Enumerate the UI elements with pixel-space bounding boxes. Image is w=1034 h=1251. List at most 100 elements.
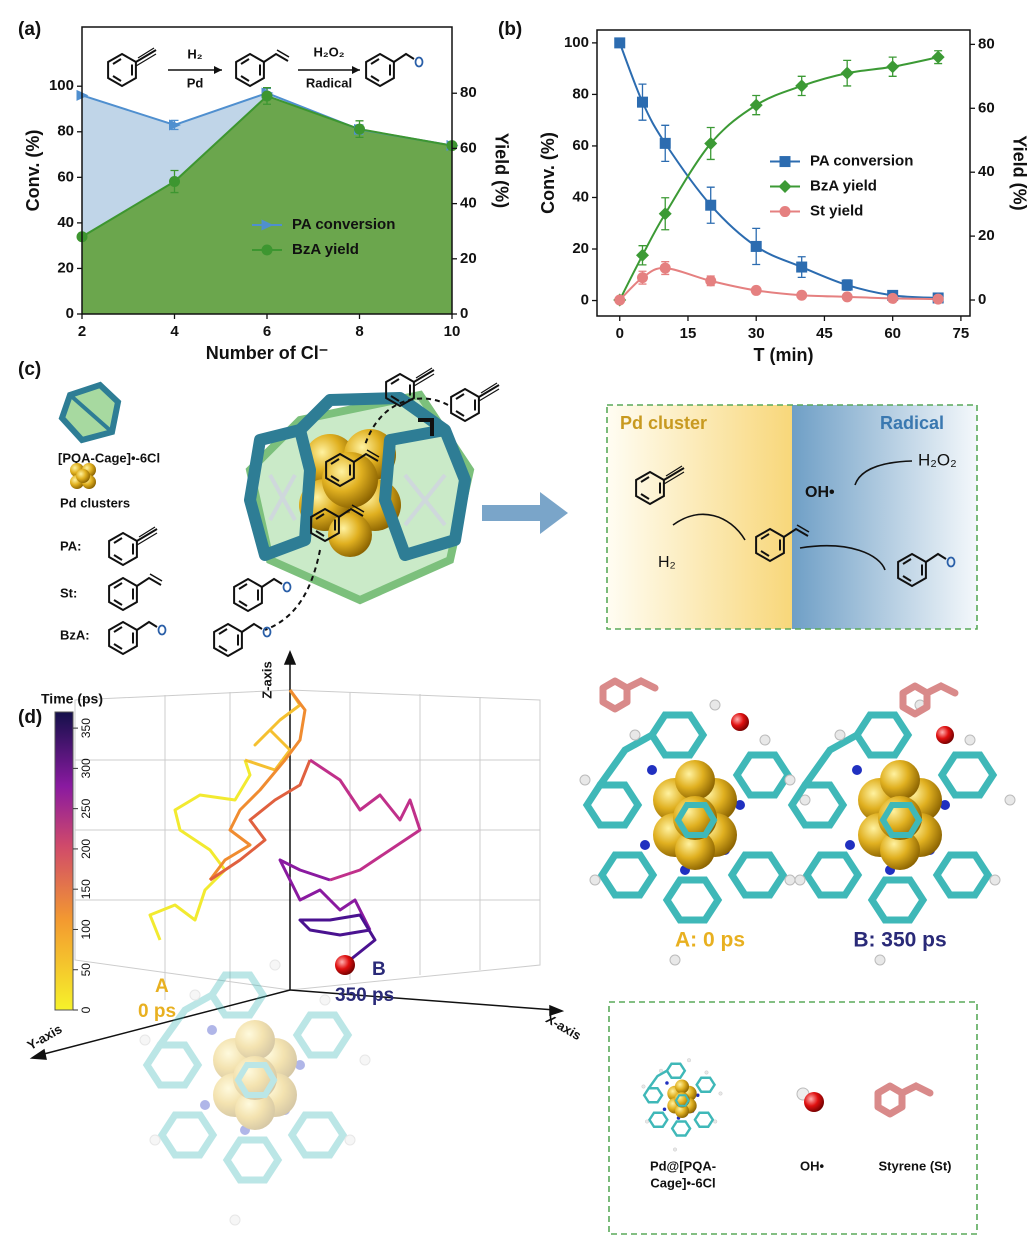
pa-structure xyxy=(109,527,157,565)
colorbar-tick-label: 350 xyxy=(79,718,93,738)
big-arrow xyxy=(482,492,568,534)
legend-label: PA: xyxy=(60,538,81,553)
legend-oh xyxy=(804,1092,824,1112)
marker xyxy=(932,293,944,305)
legend-label: St: xyxy=(60,585,77,600)
y-tick-label: 40 xyxy=(57,214,74,231)
x-tick-label: 75 xyxy=(953,325,970,342)
bza-structure xyxy=(234,579,290,611)
point-label: A xyxy=(155,976,169,997)
point-label: 350 ps xyxy=(335,985,394,1006)
dashed-arrow xyxy=(364,397,449,446)
colorbar-tick-label: 150 xyxy=(79,879,93,899)
legend-label: OH• xyxy=(800,1158,825,1173)
marker xyxy=(659,137,671,149)
colorbar-tick-label: 50 xyxy=(79,963,93,977)
x-tick-label: 2 xyxy=(78,323,86,340)
marker xyxy=(614,37,626,49)
y2-tick-label: 20 xyxy=(978,227,995,244)
region-label: Pd cluster xyxy=(620,413,707,433)
snapshot-label: A: 0 ps xyxy=(675,929,745,952)
y2-tick-label: 80 xyxy=(978,35,995,52)
marker xyxy=(636,272,648,284)
y2-axis-title: Yield (%) xyxy=(491,133,511,208)
marker xyxy=(796,289,808,301)
line xyxy=(618,42,939,299)
marker xyxy=(887,292,899,304)
legend-label: BzA: xyxy=(60,627,90,642)
marker xyxy=(750,284,762,296)
pa-structure xyxy=(451,383,499,421)
pa-structure xyxy=(108,48,156,86)
dashed-arrow xyxy=(264,549,321,631)
legend-label: Pd clusters xyxy=(60,495,130,510)
y2-tick-label: 80 xyxy=(460,84,477,101)
area xyxy=(82,95,452,314)
region-label: Radical xyxy=(880,413,944,433)
marker xyxy=(886,60,900,74)
arrowhead xyxy=(214,66,222,74)
x-tick-label: 15 xyxy=(680,325,697,342)
cage xyxy=(244,390,475,605)
reagent: H₂O₂ xyxy=(313,44,344,59)
styrene xyxy=(903,686,955,714)
y2-tick-label: 0 xyxy=(978,291,986,308)
point-label: B xyxy=(372,959,386,980)
x-tick-label: 45 xyxy=(816,325,833,342)
legend-marker xyxy=(779,206,791,218)
marker xyxy=(749,98,763,112)
marker xyxy=(796,261,808,273)
y-tick-label: 100 xyxy=(564,34,589,51)
y-tick-label: 0 xyxy=(581,292,589,309)
colorbar-tick-label: 300 xyxy=(79,758,93,778)
y-tick-label: 60 xyxy=(57,168,74,185)
marker xyxy=(841,291,853,303)
y-tick-label: 20 xyxy=(572,240,589,257)
reagent: H₂ xyxy=(187,46,202,61)
y-tick-label: 80 xyxy=(572,85,589,102)
arrow xyxy=(854,460,913,486)
y-tick-label: 40 xyxy=(572,188,589,205)
y2-tick-label: 60 xyxy=(978,99,995,116)
radical: OH• xyxy=(805,484,835,501)
oh-marker xyxy=(335,955,355,975)
marker xyxy=(750,240,762,252)
marker xyxy=(614,294,626,306)
legend-label: [PQA-Cage]•-6Cl xyxy=(58,450,160,465)
pd-icon xyxy=(70,463,96,489)
legend-label: St yield xyxy=(810,203,863,220)
3d-axes xyxy=(29,650,565,1060)
catalyst: Pd xyxy=(187,75,204,90)
plot-area xyxy=(615,42,943,301)
bza-structure xyxy=(214,624,270,656)
st-structure xyxy=(109,574,162,610)
legend-marker xyxy=(261,219,274,231)
x-tick-label: 6 xyxy=(263,323,271,340)
cage-icon xyxy=(58,381,122,444)
colorbar-tick-label: 200 xyxy=(79,839,93,859)
point-label: 0 ps xyxy=(138,1001,176,1022)
legend-marker xyxy=(261,244,273,256)
panel-label: (b) xyxy=(498,19,522,40)
bza-structure xyxy=(109,622,165,654)
y2-tick-label: 0 xyxy=(460,305,468,322)
x-tick-label: 4 xyxy=(170,323,179,340)
plot-area xyxy=(78,87,456,314)
colorbar xyxy=(54,711,74,1011)
legend-label: PA conversion xyxy=(810,153,913,170)
y-tick-label: 20 xyxy=(57,259,74,276)
marker xyxy=(795,79,809,93)
x-tick-label: 8 xyxy=(355,323,363,340)
arrow xyxy=(672,513,746,541)
bza-structure xyxy=(366,54,422,86)
x-tick-label: 30 xyxy=(748,325,765,342)
marker xyxy=(635,248,649,262)
x-tick-label: 0 xyxy=(616,325,624,342)
snapshot-a xyxy=(580,700,810,965)
marker xyxy=(705,199,717,211)
legend-marker xyxy=(778,180,792,194)
axis-label: X-axis xyxy=(543,1011,584,1043)
panel-label: (a) xyxy=(18,19,41,40)
y2-tick-label: 20 xyxy=(460,250,477,267)
marker xyxy=(659,262,671,274)
